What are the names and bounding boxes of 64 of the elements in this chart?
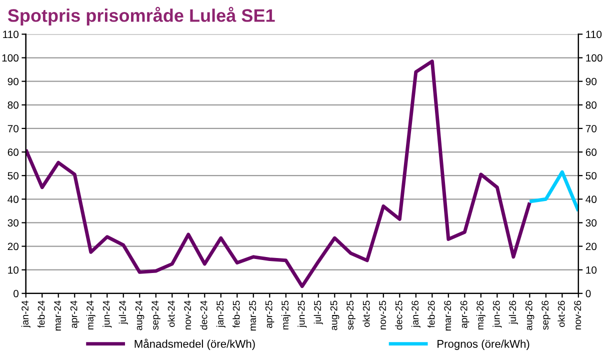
y-tick-label: 110 <box>3 30 19 38</box>
x-tick-label: mar-26 <box>444 300 452 330</box>
legend-label: Prognos (öre/kWh) <box>438 340 530 350</box>
x-tick-label: maj-25 <box>281 300 290 330</box>
x-tick-label: jan-25 <box>216 300 226 328</box>
y-tick-label: 20 <box>8 242 19 250</box>
y2-tick-label: 70 <box>586 124 597 132</box>
x-tick-label: aug-25 <box>330 300 340 330</box>
y-tick-label: 10 <box>8 266 19 274</box>
x-tick-label: okt-26 <box>558 300 565 327</box>
x-tick-label: apr-25 <box>265 300 274 328</box>
x-tick-label: mar-25 <box>249 300 256 330</box>
y-tick-label: 30 <box>8 219 19 227</box>
x-tick-label: sep-24 <box>152 300 160 330</box>
y-tick-label: 40 <box>8 196 19 204</box>
chart-title: Spotpris prisområde Luleå SE1 <box>8 6 275 26</box>
x-tick-label: okt-25 <box>362 300 370 327</box>
y2-tick-label: 20 <box>586 242 597 250</box>
y-tick-label: 90 <box>8 78 19 86</box>
line-series <box>528 170 578 213</box>
x-tick-label: maj-24 <box>86 300 96 330</box>
x-tick-label: mar-24 <box>54 300 61 330</box>
line-series <box>26 60 532 288</box>
y2-tick-label: 30 <box>586 219 597 227</box>
y2-tick-label: 60 <box>586 148 597 156</box>
x-tick-label: dec-25 <box>395 300 402 330</box>
y2-tick-label: 0 <box>586 290 591 298</box>
x-tick-label: aug-24 <box>135 300 144 330</box>
x-tick-label: jun-26 <box>492 300 502 328</box>
y-tick-label: 70 <box>8 124 19 132</box>
x-tick-label: nov-26 <box>574 300 582 330</box>
x-tick-label: feb-26 <box>428 300 435 328</box>
x-tick-label: jul-24 <box>118 300 128 324</box>
y-tick-label: 50 <box>8 172 19 180</box>
x-tick-label: jul-26 <box>508 300 518 324</box>
y2-tick-label: 110 <box>586 30 602 38</box>
x-tick-label: maj-26 <box>476 300 486 330</box>
y-tick-label: 0 <box>14 290 19 298</box>
x-tick-label: jan-26 <box>411 300 420 328</box>
x-tick-label: jan-24 <box>21 300 30 328</box>
legend-label: Månadsmedel (öre/kWh) <box>134 338 255 350</box>
x-tick-label: jun-25 <box>298 300 307 328</box>
x-tick-label: jul-25 <box>314 300 323 324</box>
y2-tick-label: 50 <box>586 172 597 180</box>
x-tick-label: apr-26 <box>460 300 470 328</box>
x-tick-label: apr-24 <box>70 300 80 328</box>
y2-tick-label: 100 <box>586 54 602 62</box>
x-tick-label: sep-25 <box>346 300 356 330</box>
x-tick-label: sep-26 <box>542 300 550 330</box>
x-tick-label: feb-25 <box>232 300 240 328</box>
x-tick-label: nov-24 <box>184 300 191 330</box>
y2-tick-label: 90 <box>586 78 597 86</box>
x-tick-label: jun-24 <box>102 300 112 328</box>
x-tick-label: dec-24 <box>200 300 208 330</box>
y-tick-label: 80 <box>8 101 19 109</box>
x-tick-label: feb-24 <box>38 300 45 328</box>
y2-tick-label: 10 <box>586 266 597 274</box>
y2-tick-label: 80 <box>586 101 597 109</box>
y-tick-label: 60 <box>8 148 19 156</box>
x-tick-label: okt-24 <box>168 300 175 327</box>
y2-tick-label: 40 <box>586 196 597 204</box>
x-tick-label: nov-25 <box>379 300 386 330</box>
x-tick-label: aug-26 <box>525 300 534 330</box>
y-tick-label: 100 <box>2 54 19 62</box>
